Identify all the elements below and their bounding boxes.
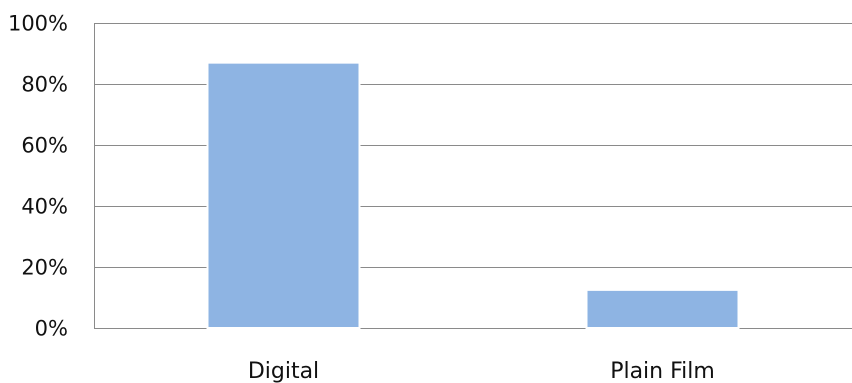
y-tick-label: 0% [35,317,68,341]
x-category-label: Plain Film [610,359,715,383]
bar-plain-film [585,288,740,329]
y-tick-label: 20% [21,256,68,280]
y-tick-label: 80% [21,73,68,97]
x-category-label: Digital [248,359,319,383]
y-axis-ticks: 0% 20% 40% 60% 80% 100% [8,12,68,341]
bars [206,61,740,330]
y-tick-label: 100% [8,12,68,36]
bar-digital [206,61,361,330]
x-axis-labels: Digital Plain Film [248,359,715,383]
y-tick-label: 40% [21,195,68,219]
y-tick-label: 60% [21,134,68,158]
